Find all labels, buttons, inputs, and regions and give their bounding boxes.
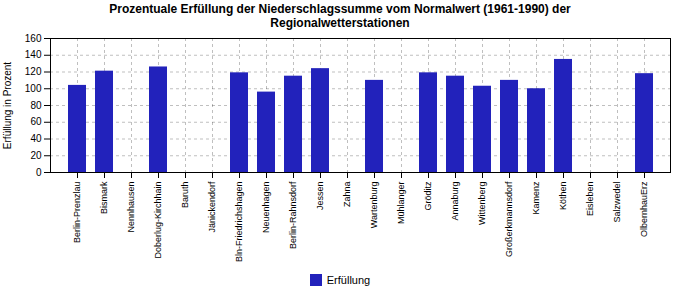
svg-text:Großerkmannsdorf: Großerkmannsdorf bbox=[504, 181, 514, 257]
svg-text:Berlin-Rahnsdorf: Berlin-Rahnsdorf bbox=[288, 181, 298, 249]
svg-text:Baruth: Baruth bbox=[180, 182, 190, 209]
svg-text:Annaburg: Annaburg bbox=[450, 182, 460, 221]
svg-text:Eisleben: Eisleben bbox=[585, 182, 595, 217]
svg-text:80: 80 bbox=[30, 100, 42, 111]
svg-text:Wittenberg: Wittenberg bbox=[477, 182, 487, 226]
svg-text:Salzwedel: Salzwedel bbox=[612, 182, 622, 223]
svg-text:Bismark: Bismark bbox=[99, 181, 109, 214]
svg-text:20: 20 bbox=[30, 150, 42, 161]
svg-text:Wartenburg: Wartenburg bbox=[369, 182, 379, 229]
svg-text:160: 160 bbox=[25, 33, 42, 44]
svg-text:0: 0 bbox=[36, 167, 42, 178]
svg-text:60: 60 bbox=[30, 116, 42, 127]
svg-text:Mühlanger: Mühlanger bbox=[396, 182, 406, 225]
html-text:Prozentuale Erfüllung der Nied: Prozentuale Erfüllung der Niederschlagss… bbox=[109, 2, 571, 30]
svg-text:Nennhausen: Nennhausen bbox=[126, 182, 136, 233]
svg-text:Zahna: Zahna bbox=[342, 182, 352, 208]
svg-text:Gröditz: Gröditz bbox=[423, 181, 433, 211]
svg-text:Neuenhagen: Neuenhagen bbox=[261, 182, 271, 234]
svg-text:Jessen: Jessen bbox=[315, 182, 325, 211]
svg-text:OlbernhauErz: OlbernhauErz bbox=[639, 181, 649, 237]
svg-text:120: 120 bbox=[25, 66, 42, 77]
svg-text:Bln-Friedrichshagen: Bln-Friedrichshagen bbox=[234, 182, 244, 263]
svg-text:Köthen: Köthen bbox=[558, 182, 568, 211]
svg-text:100: 100 bbox=[25, 83, 42, 94]
svg-text:Jänickendorf: Jänickendorf bbox=[207, 181, 217, 233]
svg-text:Erfüllung in Prozent: Erfüllung in Prozent bbox=[2, 62, 13, 149]
svg-text:Doberlug-Kirchhain: Doberlug-Kirchhain bbox=[153, 182, 163, 259]
svg-text:140: 140 bbox=[25, 49, 42, 60]
html-text:Erfüllung: Erfüllung bbox=[326, 274, 371, 286]
svg-text:40: 40 bbox=[30, 133, 42, 144]
svg-text:Berlin-Prenzlau: Berlin-Prenzlau bbox=[72, 182, 82, 244]
svg-text:Kamenz: Kamenz bbox=[531, 181, 541, 215]
